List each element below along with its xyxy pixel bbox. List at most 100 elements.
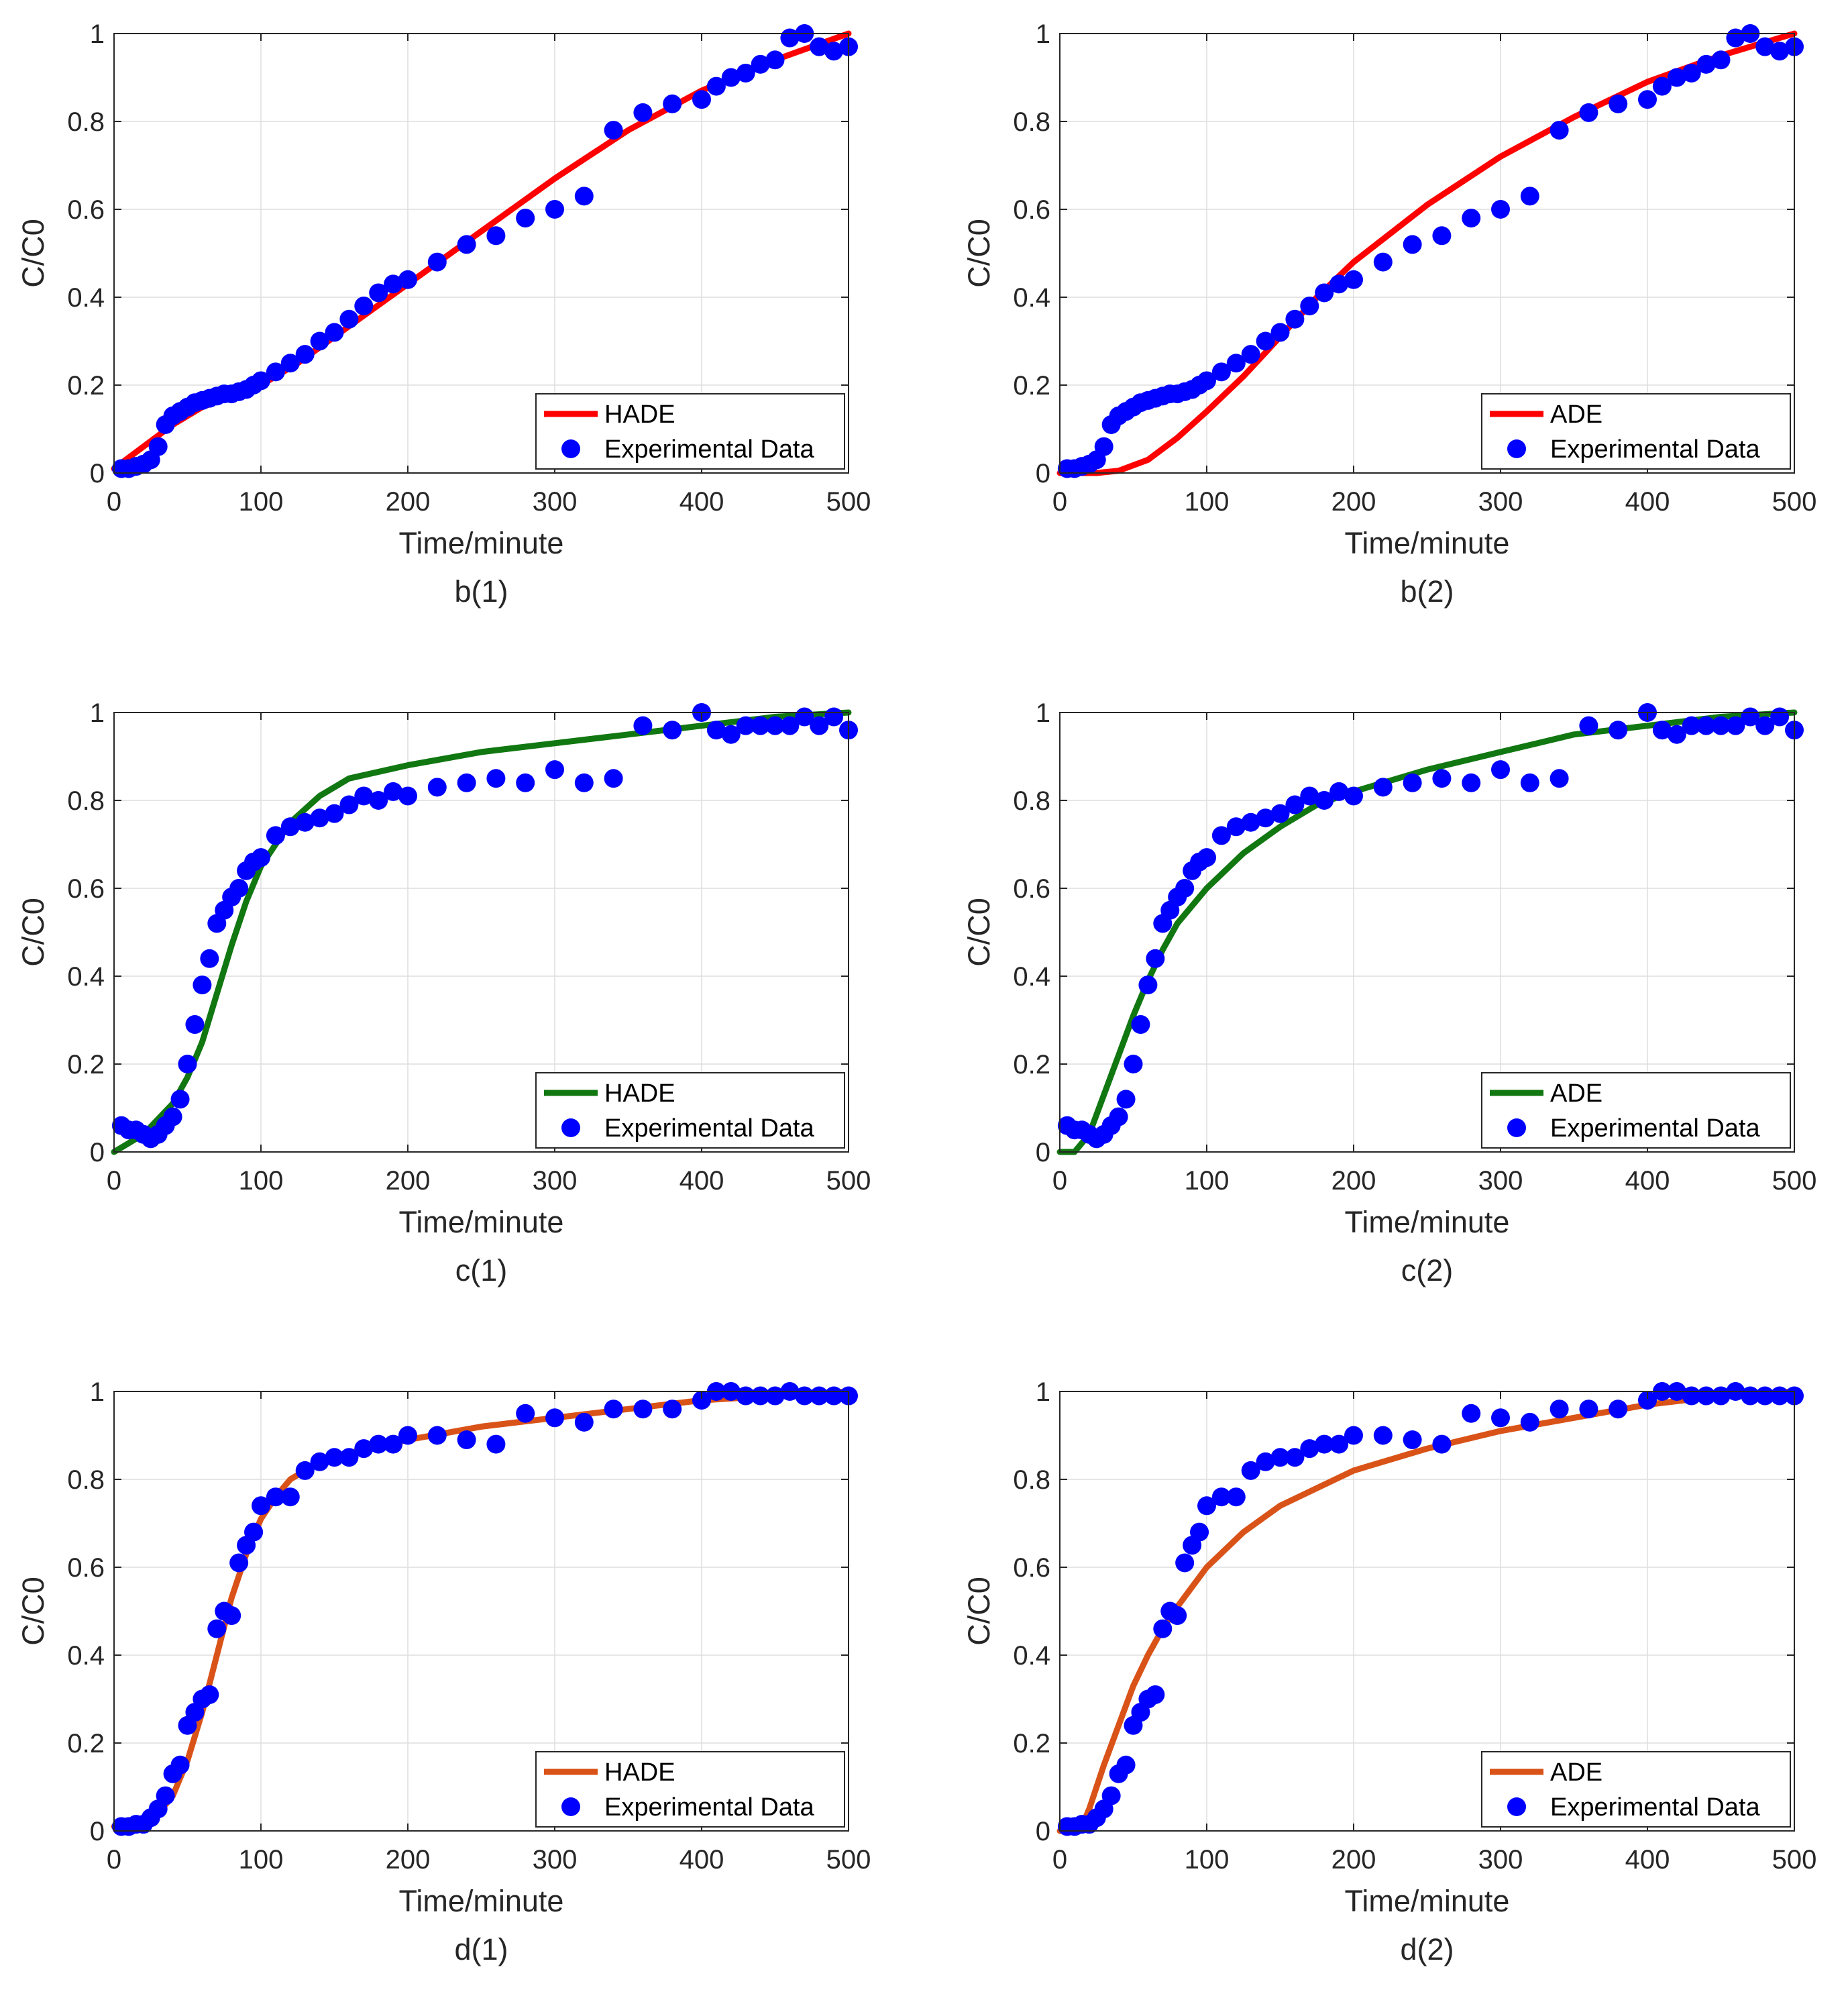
- legend-data-label: Experimental Data: [604, 1114, 814, 1143]
- y-tick-label: 0.4: [67, 962, 105, 992]
- data-point: [1755, 37, 1775, 56]
- legend-marker-swatch: [1507, 1797, 1526, 1816]
- data-point: [1124, 1055, 1143, 1073]
- legend-data-label: Experimental Data: [604, 435, 814, 464]
- data-point: [1241, 812, 1260, 832]
- x-tick-label: 200: [386, 1166, 431, 1196]
- data-point: [1175, 1553, 1195, 1573]
- data-point: [1462, 1404, 1481, 1423]
- data-point: [692, 90, 711, 109]
- chart-panel-b(1): 0 100 200 300 400 500 0 0.2 0.4 0.6 0.8 1 Time/minut…: [16, 19, 871, 609]
- data-point: [1226, 354, 1246, 373]
- x-axis-label: Time/minute: [399, 526, 564, 560]
- data-point: [1462, 209, 1481, 228]
- x-axis-label: Time/minute: [399, 1205, 564, 1239]
- data-point: [824, 707, 844, 727]
- data-point: [1520, 773, 1539, 792]
- panel-caption: d(2): [1400, 1932, 1454, 1966]
- panel-caption: c(1): [455, 1253, 508, 1287]
- y-tick-label: 1: [1036, 698, 1050, 728]
- data-point: [1373, 778, 1393, 797]
- data-point: [1432, 226, 1452, 246]
- data-point: [574, 187, 594, 206]
- data-point: [1609, 1400, 1628, 1419]
- y-tick-label: 0.2: [67, 371, 105, 401]
- data-point: [200, 949, 219, 968]
- x-tick-label: 500: [1772, 487, 1817, 517]
- data-point: [369, 791, 388, 810]
- data-point: [545, 760, 564, 780]
- y-tick-label: 1: [90, 19, 105, 49]
- x-tick-label: 400: [680, 487, 724, 517]
- data-point: [1696, 716, 1716, 735]
- x-tick-label: 300: [533, 487, 578, 517]
- data-point: [398, 786, 417, 806]
- x-axis-label: Time/minute: [1345, 1205, 1510, 1239]
- data-point: [1491, 200, 1510, 219]
- y-tick-label: 1: [1036, 1377, 1050, 1407]
- data-point: [1270, 804, 1290, 823]
- y-tick-label: 0.8: [1013, 1465, 1050, 1495]
- x-tick-label: 100: [1185, 1845, 1230, 1875]
- data-point: [1373, 1426, 1393, 1445]
- data-point: [1241, 345, 1260, 364]
- data-point: [222, 1606, 241, 1626]
- x-tick-label: 500: [1772, 1166, 1817, 1196]
- x-tick-label: 500: [826, 1845, 871, 1875]
- x-axis-label: Time/minute: [1345, 526, 1510, 560]
- data-point: [765, 50, 785, 70]
- y-tick-label: 1: [90, 698, 105, 728]
- data-point: [1403, 773, 1422, 792]
- x-tick-label: 300: [1478, 1166, 1523, 1196]
- data-point: [1285, 309, 1305, 329]
- data-point: [1116, 1755, 1136, 1775]
- x-tick-label: 300: [1478, 487, 1523, 517]
- data-point: [1211, 826, 1231, 845]
- data-point: [1520, 187, 1539, 206]
- data-point: [170, 1090, 190, 1109]
- data-point: [1270, 1448, 1290, 1467]
- data-point: [604, 121, 623, 140]
- data-point: [163, 1107, 182, 1126]
- panel-caption: c(2): [1401, 1253, 1454, 1287]
- data-point: [633, 716, 653, 735]
- data-point: [325, 1448, 344, 1467]
- data-point: [252, 848, 270, 867]
- data-point: [1344, 1426, 1363, 1445]
- data-point: [545, 1408, 564, 1428]
- data-point: [325, 804, 344, 823]
- data-point: [1667, 725, 1686, 744]
- y-tick-label: 0: [1036, 1138, 1050, 1167]
- x-tick-label: 100: [239, 1166, 284, 1196]
- data-point: [1226, 817, 1246, 837]
- chart-panel-b(2): 0 100 200 300 400 500 0 0.2 0.4 0.6 0.8 1 Time/minut…: [962, 19, 1816, 609]
- panel-caption: b(2): [1400, 574, 1454, 609]
- data-point: [1211, 362, 1231, 382]
- x-tick-label: 500: [826, 487, 871, 517]
- data-point: [1300, 1439, 1319, 1459]
- data-point: [1168, 1606, 1187, 1626]
- data-point: [751, 716, 770, 735]
- data-point: [1138, 975, 1158, 995]
- data-point: [486, 769, 506, 788]
- data-point: [516, 1404, 535, 1423]
- data-point: [266, 362, 285, 382]
- x-tick-label: 400: [1625, 1166, 1670, 1196]
- y-axis-label: C/C0: [962, 1577, 996, 1646]
- axes-box: [1059, 33, 1795, 474]
- data-point: [1175, 879, 1195, 898]
- y-tick-label: 0.2: [67, 1050, 105, 1079]
- data-point: [1116, 1090, 1136, 1109]
- data-point: [427, 778, 447, 797]
- data-point: [1520, 1412, 1539, 1432]
- x-tick-label: 0: [107, 487, 121, 517]
- x-tick-label: 400: [1625, 1845, 1670, 1875]
- data-point: [1344, 786, 1363, 806]
- data-point: [663, 1400, 682, 1419]
- data-point: [369, 1434, 388, 1454]
- data-point: [1652, 721, 1672, 740]
- x-tick-label: 400: [680, 1166, 724, 1196]
- data-point: [1190, 1522, 1209, 1542]
- data-point: [266, 1487, 285, 1507]
- y-tick-label: 0.6: [67, 874, 105, 904]
